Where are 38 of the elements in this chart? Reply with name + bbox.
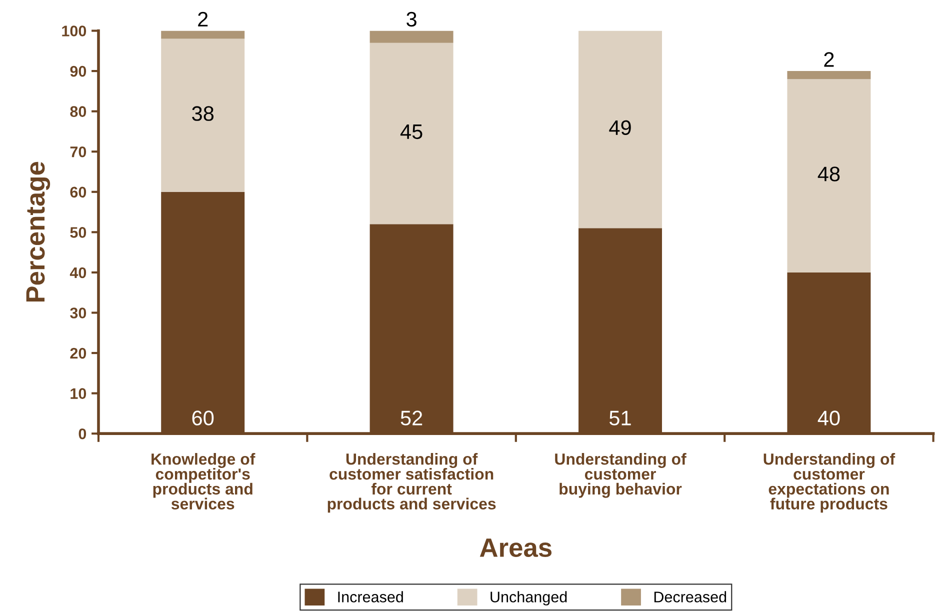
data-label: 52 [400, 410, 422, 426]
data-label: 51 [610, 410, 631, 426]
x-tick-label: Understanding of customer buying behavior [555, 453, 686, 498]
y-axis-title: Percentage [26, 162, 50, 302]
data-label: 48 [818, 166, 840, 182]
x-tick-label: Knowledge of competitor's products and services [152, 453, 256, 510]
y-tick-label: 80 [70, 106, 86, 117]
y-tick-label: 60 [70, 186, 86, 198]
y-tick-label: 10 [70, 388, 86, 399]
data-label: 2 [198, 12, 208, 26]
x-axis-title: Areas [480, 538, 552, 558]
x-tick-label: Understanding of customer satisfaction for current products and services [328, 453, 496, 513]
legend-label: Increased [338, 591, 403, 602]
y-tick-label: 100 [62, 26, 86, 36]
y-tick-label: 70 [70, 146, 86, 158]
x-tick-label: Understanding of customer expectations on future products [764, 453, 896, 513]
legend-label: Unchanged [490, 591, 567, 606]
data-label: 38 [192, 106, 214, 121]
data-label: 2 [824, 52, 834, 67]
y-tick-label: 40 [70, 267, 86, 278]
bar [370, 30, 454, 43]
y-tick-label: 0 [78, 428, 86, 440]
data-label: 49 [609, 120, 631, 136]
bar [161, 38, 245, 192]
y-tick-label: 50 [70, 227, 86, 238]
legend-label: Decreased [654, 591, 726, 602]
bar [578, 30, 662, 228]
bar [370, 42, 454, 224]
data-label: 45 [400, 124, 422, 140]
bar [161, 30, 245, 39]
y-tick-label: 20 [70, 348, 86, 359]
bar [787, 79, 871, 272]
data-label: 3 [406, 12, 416, 27]
y-tick-label: 30 [70, 308, 86, 318]
y-tick-label: 90 [70, 66, 86, 77]
data-label: 40 [818, 410, 840, 426]
bar [787, 71, 871, 80]
data-label: 60 [192, 410, 214, 426]
